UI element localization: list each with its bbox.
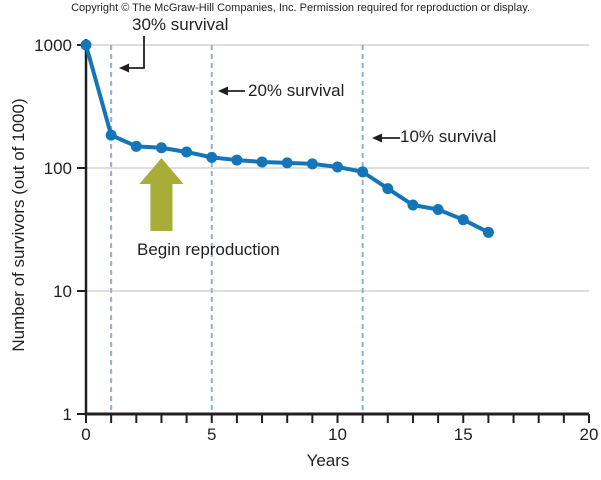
arrow-10-head bbox=[372, 133, 382, 143]
arrow-30-head bbox=[119, 63, 129, 73]
annotation-10-percent-survival: 10% survival bbox=[400, 127, 497, 146]
data-point bbox=[332, 161, 343, 173]
copyright-text: Copyright © The McGraw-Hill Companies, I… bbox=[71, 2, 530, 14]
y-tick-label: 1 bbox=[63, 405, 72, 424]
data-point bbox=[482, 226, 494, 238]
annotation-30-percent-survival: 30% survival bbox=[132, 15, 229, 34]
y-tick-label: 1000 bbox=[34, 36, 72, 55]
annotation-20-percent-survival: 20% survival bbox=[248, 81, 345, 100]
arrow-30-shaft bbox=[127, 36, 145, 69]
data-point bbox=[206, 151, 218, 163]
x-tick-label: 15 bbox=[454, 425, 473, 444]
x-tick-label: 20 bbox=[580, 425, 599, 444]
data-point bbox=[457, 214, 469, 226]
data-point bbox=[231, 154, 243, 166]
data-point bbox=[382, 183, 394, 195]
data-point bbox=[357, 166, 369, 178]
annotation-begin-reproduction: Begin reproduction bbox=[137, 240, 280, 259]
x-axis-title: Years bbox=[306, 451, 350, 470]
data-point bbox=[256, 156, 268, 168]
data-point bbox=[281, 157, 293, 169]
y-tick-label: 100 bbox=[44, 159, 72, 178]
arrow-20-head bbox=[218, 86, 228, 96]
x-tick-label: 0 bbox=[81, 425, 90, 444]
x-tick-label: 5 bbox=[207, 425, 216, 444]
x-tick-label: 10 bbox=[328, 425, 347, 444]
data-point bbox=[80, 39, 92, 51]
data-point bbox=[181, 146, 193, 158]
data-point bbox=[407, 199, 419, 211]
begin-reproduction-arrow bbox=[139, 158, 184, 231]
data-point bbox=[306, 158, 318, 170]
y-axis-title: Number of survivors (out of 1000) bbox=[9, 98, 28, 352]
data-point bbox=[155, 142, 167, 154]
data-point bbox=[105, 129, 117, 141]
data-point bbox=[130, 140, 142, 152]
data-point bbox=[432, 203, 444, 215]
y-tick-label: 10 bbox=[53, 282, 72, 301]
